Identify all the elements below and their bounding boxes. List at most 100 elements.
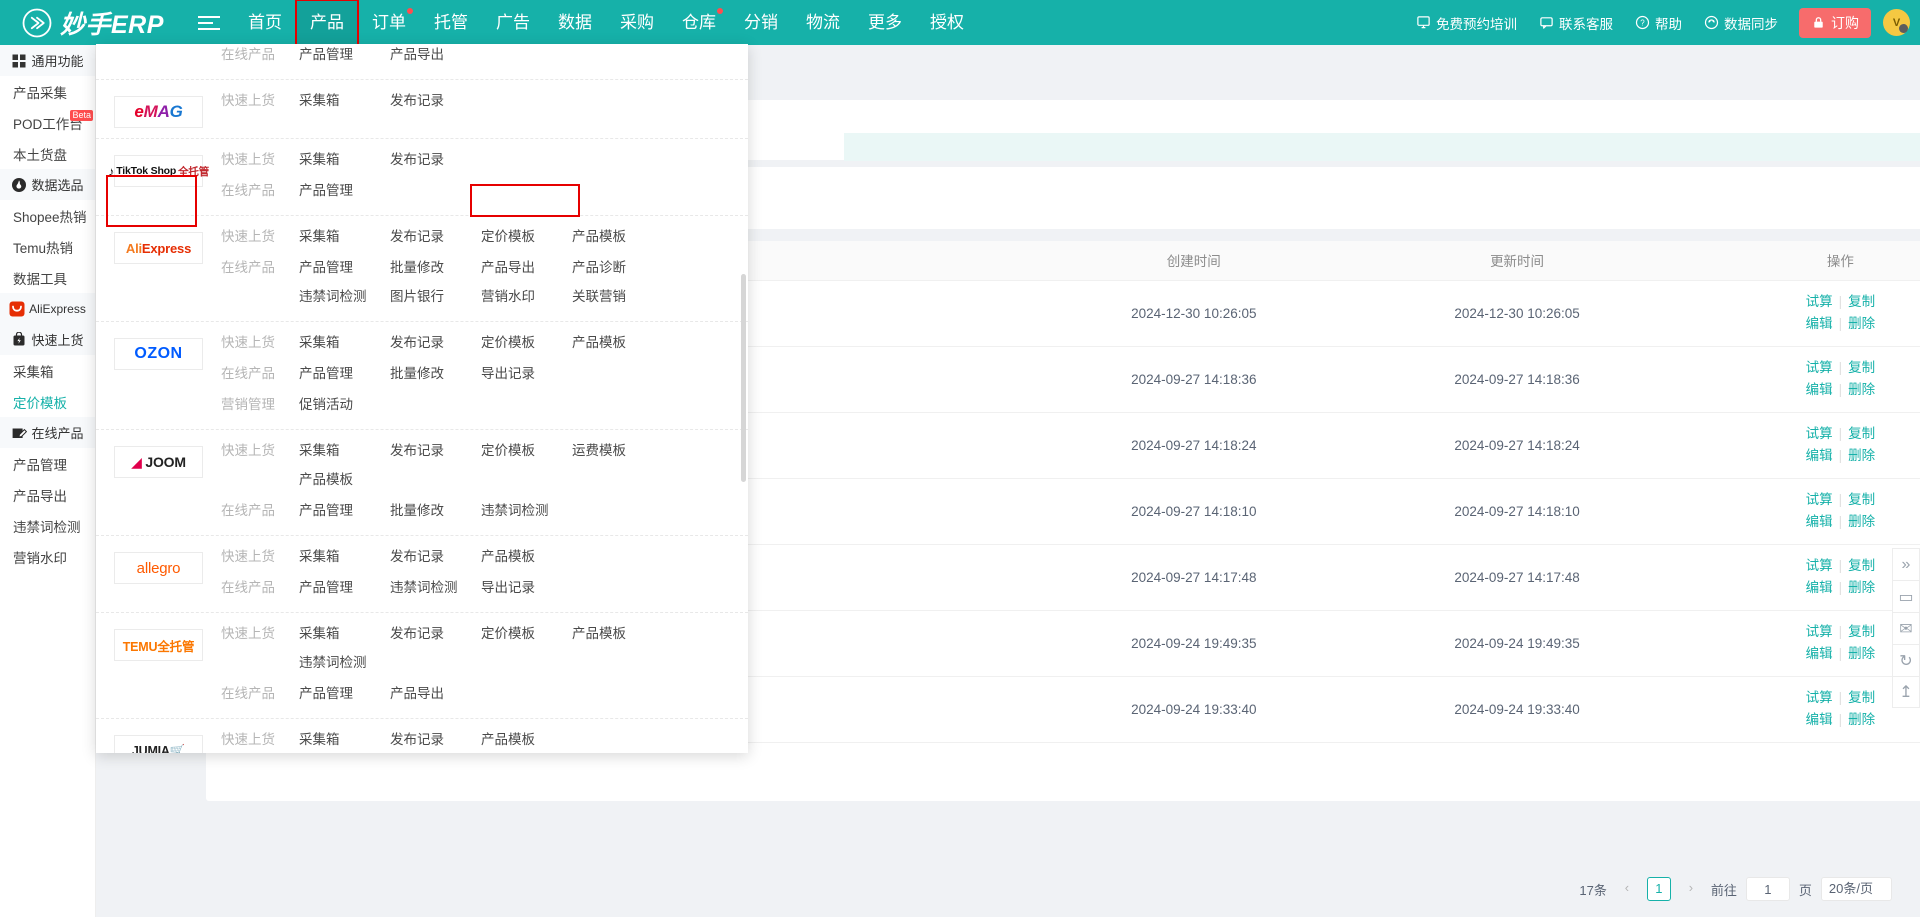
mega-menu-scrollbar[interactable] [741, 274, 746, 482]
mega-menu-link[interactable]: 产品管理 [299, 580, 353, 595]
free-training-button[interactable]: 免费预约培训 [1407, 13, 1526, 33]
mega-menu-link[interactable]: 批量修改 [390, 366, 444, 381]
mega-menu-link[interactable]: 采集箱 [299, 335, 340, 350]
action-edit[interactable]: 编辑 [1805, 316, 1833, 331]
action-edit[interactable]: 编辑 [1805, 514, 1833, 529]
mega-menu-link[interactable]: 产品管理 [299, 260, 353, 275]
sidebar-item-local-stock[interactable]: 本土货盘 [0, 138, 95, 169]
mega-menu-link[interactable]: 产品模板 [572, 335, 626, 350]
nav-item-more[interactable]: 更多 [854, 0, 916, 45]
action-trial-calc[interactable]: 试算 [1805, 690, 1833, 705]
action-edit[interactable]: 编辑 [1805, 712, 1833, 727]
mega-menu-link[interactable]: 采集箱 [299, 443, 340, 458]
mega-menu-link[interactable]: 发布记录 [390, 335, 444, 350]
platform-logo-tiktok[interactable]: ♪ TikTok Shop 全托管 [108, 155, 209, 187]
sidebar-item-product-collection[interactable]: 产品采集 [0, 76, 95, 107]
mega-menu-link[interactable]: 采集箱 [299, 732, 340, 747]
contact-service-button[interactable]: 联系客服 [1530, 13, 1622, 33]
mega-menu-link[interactable]: 定价模板 [481, 229, 535, 244]
action-copy[interactable]: 复制 [1848, 492, 1876, 507]
action-delete[interactable]: 删除 [1848, 316, 1876, 331]
action-trial-calc[interactable]: 试算 [1805, 294, 1833, 309]
action-edit[interactable]: 编辑 [1805, 448, 1833, 463]
mega-menu-link[interactable]: 采集箱 [299, 93, 340, 108]
mega-menu-link[interactable]: 发布记录 [390, 152, 444, 167]
mega-menu-link[interactable]: 产品管理 [299, 503, 353, 518]
nav-item-product[interactable]: 产品 [295, 0, 359, 46]
mega-menu-link[interactable]: 采集箱 [299, 229, 340, 244]
sidebar-item-collection-box[interactable]: 采集箱 [0, 355, 95, 386]
action-copy[interactable]: 复制 [1848, 426, 1876, 441]
platform-logo-emag[interactable]: eMAG [114, 96, 203, 128]
back-to-top-icon[interactable]: ↥ [1892, 676, 1920, 708]
action-edit[interactable]: 编辑 [1805, 382, 1833, 397]
mega-menu-link[interactable]: 促销活动 [299, 397, 353, 412]
prev-page-button[interactable]: ‹ [1624, 880, 1630, 895]
action-delete[interactable]: 删除 [1848, 382, 1876, 397]
action-trial-calc[interactable]: 试算 [1805, 624, 1833, 639]
mega-menu-link[interactable]: 导出记录 [481, 366, 535, 381]
nav-item-purchase[interactable]: 采购 [606, 0, 668, 45]
data-sync-button[interactable]: 数据同步 [1695, 13, 1787, 33]
mega-menu-link[interactable]: 违禁词检测 [390, 580, 458, 595]
mega-menu-link[interactable]: 违禁词检测 [299, 289, 367, 304]
platform-logo-allegro[interactable]: allegro [114, 552, 203, 584]
action-edit[interactable]: 编辑 [1805, 646, 1833, 661]
order-button[interactable]: 订购 [1799, 7, 1871, 38]
nav-item-authorization[interactable]: 授权 [916, 0, 978, 45]
refresh-icon[interactable]: ↻ [1892, 644, 1920, 676]
user-avatar[interactable]: V [1883, 9, 1910, 36]
mega-menu-link[interactable]: 采集箱 [299, 549, 340, 564]
action-copy[interactable]: 复制 [1848, 690, 1876, 705]
sidebar-group-quick-listing[interactable]: 快速上货 [0, 324, 95, 355]
sidebar-item-data-tools[interactable]: 数据工具 [0, 262, 95, 293]
mega-menu-link[interactable]: 产品模板 [299, 472, 353, 487]
nav-item-home[interactable]: 首页 [234, 0, 296, 45]
mega-menu-link[interactable]: 定价模板 [481, 335, 535, 350]
sidebar-item-pod-workbench[interactable]: POD工作台 Beta [0, 107, 95, 138]
collapse-right-icon[interactable]: » [1892, 548, 1920, 580]
mega-menu-link[interactable]: 发布记录 [390, 549, 444, 564]
action-copy[interactable]: 复制 [1848, 558, 1876, 573]
page-size-select[interactable]: 20条/页 [1820, 877, 1892, 901]
mega-menu-link[interactable]: 定价模板 [481, 443, 535, 458]
mega-menu-link[interactable]: 导出记录 [481, 580, 535, 595]
mega-menu-link[interactable]: 图片银行 [390, 289, 444, 304]
mega-menu-link[interactable]: 产品模板 [572, 229, 626, 244]
mobile-preview-icon[interactable]: ▭ [1892, 580, 1920, 612]
platform-logo-joom[interactable]: ◢ JOOM [114, 446, 203, 478]
sidebar-item-banned-word-check[interactable]: 违禁词检测 [0, 510, 95, 541]
mega-menu-link[interactable]: 关联营销 [572, 289, 626, 304]
action-trial-calc[interactable]: 试算 [1805, 426, 1833, 441]
nav-item-hosting[interactable]: 托管 [420, 0, 482, 45]
next-page-button[interactable]: › [1688, 880, 1694, 895]
mega-menu-link[interactable]: 产品管理 [299, 366, 353, 381]
menu-toggle-icon[interactable] [198, 15, 220, 30]
action-copy[interactable]: 复制 [1848, 294, 1876, 309]
mega-menu-link[interactable]: 发布记录 [390, 443, 444, 458]
goto-page-input[interactable] [1745, 877, 1790, 901]
sidebar-group-common-functions[interactable]: 通用功能 [0, 45, 95, 76]
mega-menu-link[interactable]: 运费模板 [572, 443, 626, 458]
sidebar-item-marketing-watermark[interactable]: 营销水印 [0, 541, 95, 572]
mega-menu-link[interactable]: 产品导出 [390, 47, 444, 62]
action-delete[interactable]: 删除 [1848, 514, 1876, 529]
mega-menu-link[interactable]: 产品管理 [299, 183, 353, 198]
mega-menu-link[interactable]: 产品模板 [481, 732, 535, 747]
mega-menu-link[interactable]: 采集箱 [299, 626, 340, 641]
nav-item-distribution[interactable]: 分销 [730, 0, 792, 45]
mega-menu-link[interactable]: 违禁词检测 [299, 655, 367, 670]
mega-menu-link[interactable]: 产品模板 [572, 626, 626, 641]
mega-menu-link[interactable]: 产品诊断 [572, 260, 626, 275]
action-copy[interactable]: 复制 [1848, 624, 1876, 639]
sidebar-item-product-export[interactable]: 产品导出 [0, 479, 95, 510]
mega-menu-link[interactable]: 营销水印 [481, 289, 535, 304]
action-edit[interactable]: 编辑 [1805, 580, 1833, 595]
nav-item-logistics[interactable]: 物流 [792, 0, 854, 45]
mega-menu-link[interactable]: 发布记录 [390, 93, 444, 108]
platform-logo-jumia[interactable]: JUMIA🛒 [114, 735, 203, 753]
sidebar-item-shopee-hot[interactable]: Shopee热销 [0, 200, 95, 231]
action-delete[interactable]: 删除 [1848, 448, 1876, 463]
sidebar-item-pricing-template[interactable]: 定价模板 [0, 386, 95, 417]
mega-menu-link[interactable]: 批量修改 [390, 503, 444, 518]
